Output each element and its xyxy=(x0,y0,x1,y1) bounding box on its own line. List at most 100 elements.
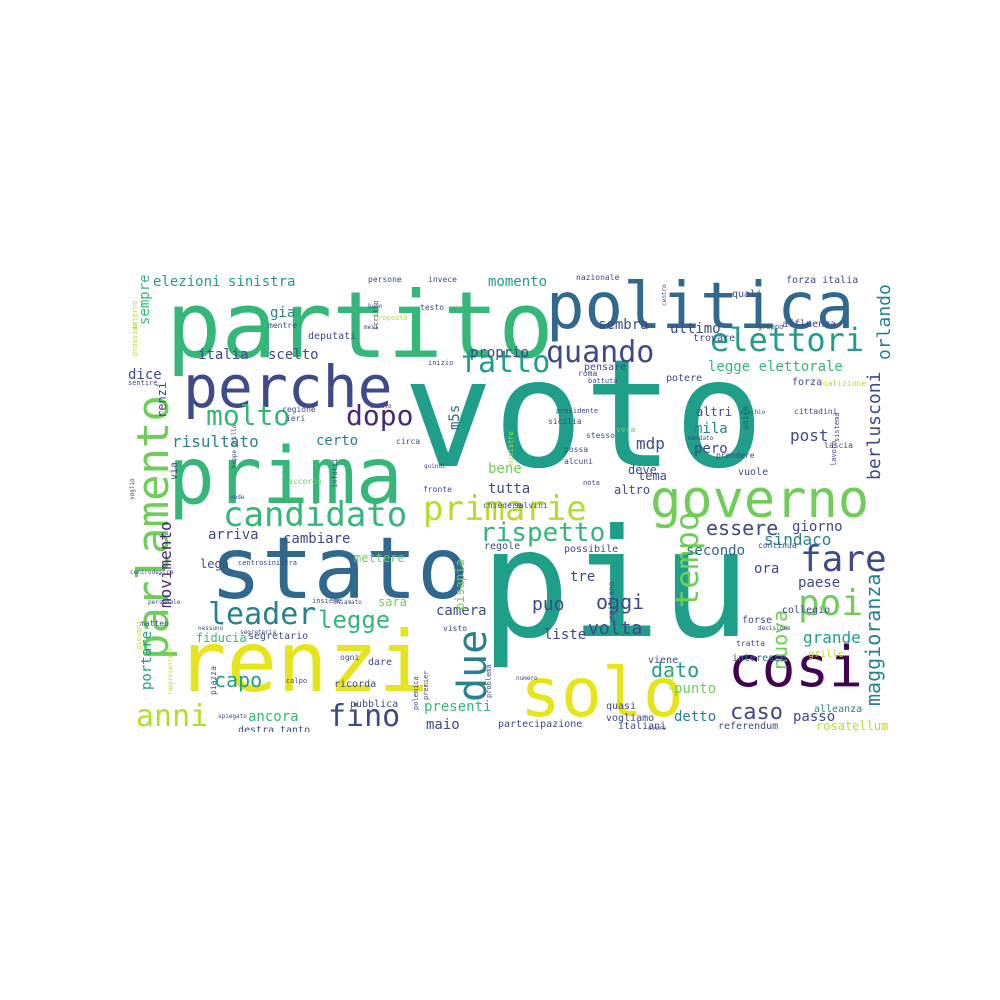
word-stato: stato xyxy=(210,519,469,619)
word-presidente: ministro xyxy=(507,431,515,465)
word-fiducia: fiducia xyxy=(196,631,247,645)
word-partito: partito xyxy=(166,272,554,379)
word-molto: molto xyxy=(206,399,291,432)
word-nazionale: nazionale xyxy=(576,273,620,282)
word-bene: bene xyxy=(488,461,522,477)
word-interesse: interesse xyxy=(732,653,787,664)
word-essere: essere xyxy=(706,516,779,540)
word-politica: politica xyxy=(546,270,855,344)
word-liste: liste xyxy=(544,627,587,643)
word-passo: passo xyxy=(793,709,836,725)
word-regione: regione xyxy=(282,405,316,414)
word-renzi-small: renzi xyxy=(155,381,169,418)
word-sentire: senato xyxy=(370,403,392,410)
word-dice: dice xyxy=(128,367,162,383)
word-primarie: primarie xyxy=(423,489,587,529)
word-centro: buon xyxy=(368,303,383,310)
word-mesi: inizio xyxy=(428,359,454,367)
word-berlusconi: berlusconi xyxy=(864,371,885,480)
word-coalizione: lavoro xyxy=(830,440,838,466)
word-sembra: sembra xyxy=(598,317,649,333)
word-puo: puo xyxy=(532,594,565,615)
word-camera: camera xyxy=(436,603,487,619)
word-post: post xyxy=(790,426,829,445)
word-senato: mandato xyxy=(688,435,714,442)
word-scelto: scelto xyxy=(268,347,319,363)
word-m5s: m5s xyxy=(447,404,463,430)
word-mdp: mdp xyxy=(636,434,665,453)
word-proprio: proprio xyxy=(470,345,530,361)
word-testo: testo xyxy=(420,303,445,312)
word-persone: persone xyxy=(368,275,402,284)
word-voto: voto xyxy=(403,328,765,502)
word-tratta: continua xyxy=(758,541,797,550)
word-numero: decisione xyxy=(758,625,791,632)
word-movimento: movimento xyxy=(156,521,175,608)
word-poi: poi xyxy=(798,583,864,624)
word-lavoro: lascia xyxy=(824,441,853,450)
word-quali: quali xyxy=(732,289,763,300)
word-tema: tema xyxy=(638,469,667,483)
word-segretario: segretario xyxy=(248,631,309,642)
word-ancora: ancora xyxy=(248,709,299,725)
word-nessuno: chiamato xyxy=(333,599,362,606)
word-forza: forza xyxy=(792,377,823,388)
word-segreteria: beppe grillo xyxy=(231,424,238,468)
word-giovani: centrodestra xyxy=(130,569,174,576)
word-sara: sara xyxy=(378,595,407,609)
word-cosi: cosi xyxy=(728,635,863,700)
word-elettori: elettori xyxy=(710,321,865,359)
word-potere: potere xyxy=(666,373,703,384)
word-alcuni: possa xyxy=(564,445,589,454)
word-polemica: premier xyxy=(422,670,430,700)
word-stesso: circa xyxy=(396,437,421,446)
word-dato: dato xyxy=(651,658,700,682)
word-visto: visto xyxy=(443,624,468,633)
word-legge: legge xyxy=(318,606,391,634)
word-dare: dare xyxy=(368,657,393,668)
word-alleanza: alleanza xyxy=(814,704,863,715)
word-italia: italia xyxy=(198,347,249,363)
word-paese: paese xyxy=(798,575,841,591)
word-possa: stesso xyxy=(586,431,615,440)
word-possibile: possibile xyxy=(564,544,619,555)
word-perche: perche xyxy=(183,353,393,421)
word-continua: avere xyxy=(648,725,667,732)
word-matteo: via xyxy=(169,461,180,480)
word-regole: regole xyxy=(484,541,521,552)
word-solo: solo xyxy=(520,654,684,732)
word-tanto: tanto xyxy=(280,725,311,733)
word-premier: pubblica xyxy=(350,699,399,710)
word-buon: mesi xyxy=(364,324,379,331)
word-giorno: giorno xyxy=(792,519,843,535)
word-gia: gia xyxy=(270,305,296,321)
word-fare: fare xyxy=(800,539,887,580)
word-anni: anni xyxy=(136,699,209,732)
word-gruppo: centro xyxy=(661,284,668,306)
word-chiamato: personale xyxy=(148,599,181,606)
word-renzi: renzi xyxy=(176,613,429,711)
word-piu: piu xyxy=(480,498,751,672)
word-sala: quindi xyxy=(424,463,446,470)
word-governo: governo xyxy=(650,470,870,530)
word-emiliano: matteo xyxy=(140,619,169,628)
word-affluenza: affluenza xyxy=(782,319,837,330)
word-ultimo: ultimo xyxy=(670,321,721,337)
word-vede: sentire xyxy=(128,379,158,387)
word-colpo: piazza xyxy=(209,666,218,695)
word-quando: quando xyxy=(546,335,655,370)
word-punto: punto xyxy=(674,681,717,697)
word-trovare: trovare xyxy=(693,333,736,344)
word-grillo: grillo xyxy=(808,649,845,660)
word-insieme: colpo xyxy=(286,677,308,685)
word-deve: deve xyxy=(628,463,657,477)
word-centrosinistra: emiliano xyxy=(607,581,616,620)
word-cambiare: cambiare xyxy=(283,531,351,547)
word-prossimo: giovani xyxy=(135,620,143,650)
word-mettere: mettere xyxy=(354,551,405,565)
word-elezioni: elezioni xyxy=(153,274,221,290)
word-fatto: fatto xyxy=(460,345,551,380)
word-cittadini: sistema xyxy=(833,412,841,442)
word-rispetto: rispetto xyxy=(480,518,606,548)
word-voglio: segreteria xyxy=(240,629,277,636)
